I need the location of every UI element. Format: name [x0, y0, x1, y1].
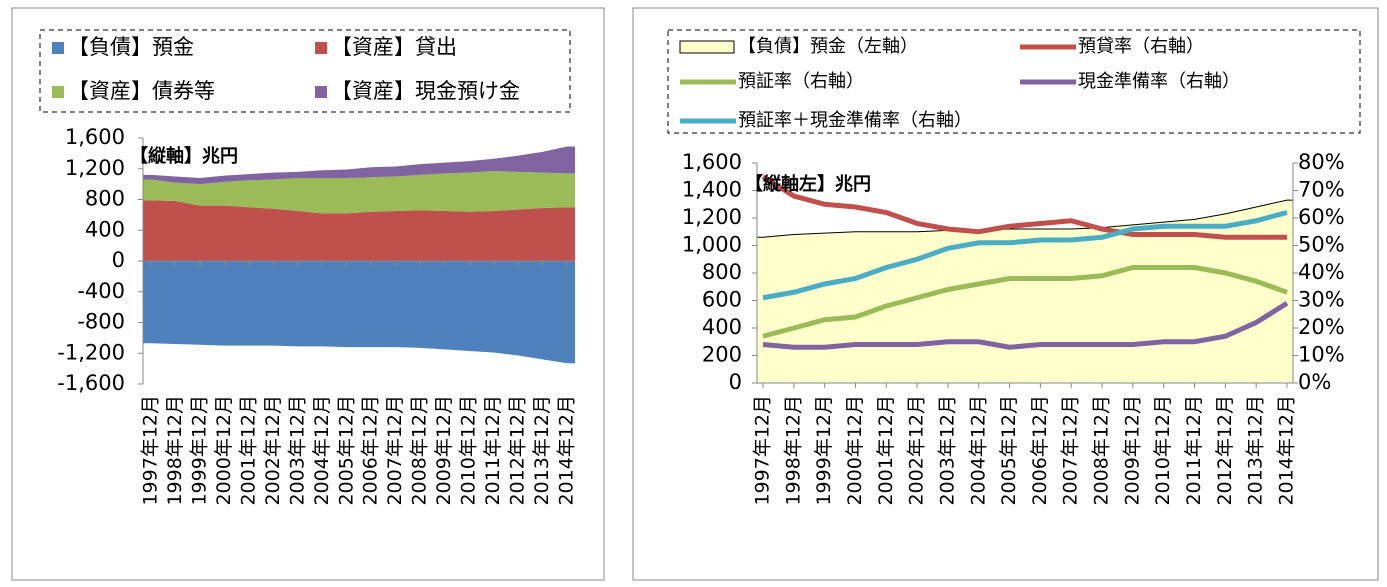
legend-label: 【資産】貸出 [331, 35, 457, 59]
y-tick-label: 200 [702, 343, 742, 367]
legend-box [667, 29, 1361, 134]
legend-label: 預証率＋現金準備率（右軸） [738, 110, 972, 131]
x-tick-label: 2007年12月 [1060, 395, 1082, 506]
legend-swatch [679, 40, 735, 54]
x-tick-label: 2011年12月 [482, 395, 504, 506]
x-tick-label: 1999年12月 [188, 395, 210, 506]
x-tick-label: 2010年12月 [458, 395, 480, 506]
x-tick-label: 2001年12月 [875, 395, 897, 506]
legend-swatch [315, 86, 327, 98]
line [761, 174, 1287, 240]
y-tick-label: -800 [77, 310, 125, 334]
x-tick-label: 2000年12月 [844, 395, 866, 506]
y-tick-label: 1,600 [682, 150, 742, 174]
y-tick-label: 0 [112, 248, 125, 272]
x-tick-label: 2001年12月 [237, 395, 259, 506]
y-tick-label: 0 [729, 370, 742, 394]
legend-label: 預証率（右軸） [738, 71, 864, 92]
legend-label: 【負債】預金（左軸） [738, 36, 918, 57]
y2-tick-label: 30% [1298, 288, 1345, 312]
y2-tick-label: 50% [1298, 233, 1345, 257]
line [762, 265, 1288, 339]
x-tick-label: 2008年12月 [1091, 395, 1113, 506]
x-tick-label: 2005年12月 [998, 395, 1020, 506]
x-tick-label: 2012年12月 [507, 395, 529, 506]
x-tick-label: 1997年12月 [752, 395, 774, 506]
x-tick-label: 2003年12月 [936, 395, 958, 506]
x-tick-label: 2004年12月 [311, 395, 333, 506]
x-tick-label: 2009年12月 [433, 395, 455, 506]
x-tick-label: 2014年12月 [1276, 395, 1298, 506]
legend-label: 【資産】債券等 [68, 79, 215, 103]
x-tick-label: 2014年12月 [556, 395, 578, 506]
legend-label: 【資産】現金預け金 [331, 79, 520, 103]
x-tick-label: 2008年12月 [409, 395, 431, 506]
y-tick-label: 1,200 [682, 205, 742, 229]
x-tick-label: 2010年12月 [1152, 395, 1174, 506]
x-tick-label: 1999年12月 [813, 395, 835, 506]
legend-box [39, 29, 571, 113]
y-tick-label: 800 [702, 260, 742, 284]
x-tick-label: 2011年12月 [1183, 395, 1205, 506]
y-tick-label: 400 [702, 315, 742, 339]
y-tick-label: 1,600 [65, 125, 125, 149]
y2-tick-label: 10% [1298, 343, 1345, 367]
legend-label: 【負債】預金 [68, 35, 194, 59]
x-tick-label: 2006年12月 [1029, 395, 1051, 506]
y2-tick-label: 70% [1298, 178, 1345, 202]
x-tick-label: 2005年12月 [335, 395, 357, 506]
x-tick-label: 2000年12月 [213, 395, 235, 506]
y2-tick-label: 20% [1298, 315, 1345, 339]
x-tick-label: 2012年12月 [1214, 395, 1236, 506]
legend-label: 現金準備率（右軸） [1078, 71, 1240, 92]
y2-tick-label: 60% [1298, 205, 1345, 229]
y-tick-label: 600 [702, 288, 742, 312]
x-tick-label: 1998年12月 [782, 395, 804, 506]
x-tick-label: 1997年12月 [140, 395, 162, 506]
y-tick-label: 1,400 [682, 178, 742, 202]
area [143, 261, 575, 364]
y-tick-label: 1,000 [682, 233, 742, 257]
area [143, 171, 575, 214]
x-tick-label: 2002年12月 [906, 395, 928, 506]
y-tick-label: 400 [85, 217, 125, 241]
y2-tick-label: 0% [1298, 370, 1331, 394]
legend-swatch [52, 42, 64, 54]
line [762, 210, 1288, 301]
annotation: 【縦軸左】兆円 [745, 173, 871, 195]
x-tick-label: 2002年12月 [262, 395, 284, 506]
annotation: 【縦軸】兆円 [130, 145, 238, 167]
y-tick-label: -400 [77, 279, 125, 303]
x-tick-label: 1998年12月 [164, 395, 186, 506]
y-tick-label: 800 [85, 187, 125, 211]
y-tick-label: 1,200 [65, 156, 125, 180]
y-tick-label: -1,600 [57, 371, 125, 395]
legend-swatch [315, 42, 327, 54]
x-tick-label: 2013年12月 [1245, 395, 1267, 506]
legend-swatch [52, 86, 64, 98]
x-tick-label: 2003年12月 [286, 395, 308, 506]
y2-tick-label: 80% [1298, 150, 1345, 174]
area [143, 146, 575, 185]
x-tick-label: 2007年12月 [384, 395, 406, 506]
y-tick-label: -1,200 [57, 340, 125, 364]
x-tick-label: 2013年12月 [531, 395, 553, 506]
x-tick-label: 2006年12月 [360, 395, 382, 506]
y2-tick-label: 40% [1298, 260, 1345, 284]
line [762, 301, 1289, 350]
area [143, 200, 575, 261]
x-tick-label: 2009年12月 [1121, 395, 1143, 506]
x-tick-label: 2004年12月 [967, 395, 989, 506]
legend-label: 預貸率（右軸） [1078, 36, 1204, 57]
